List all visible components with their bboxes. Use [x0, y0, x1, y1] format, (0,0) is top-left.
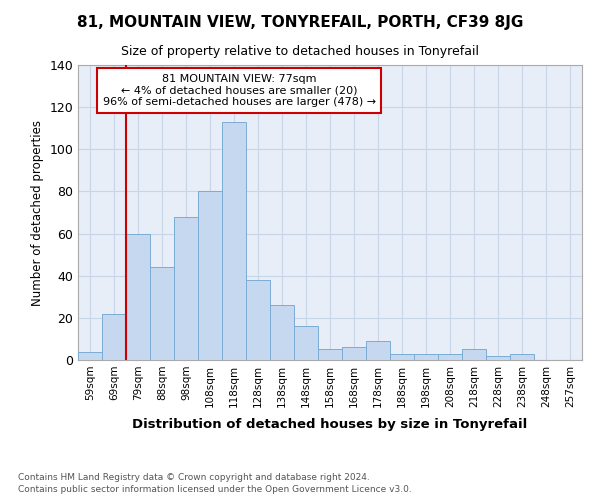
Bar — [390, 354, 414, 360]
Bar — [198, 192, 222, 360]
Bar — [174, 216, 198, 360]
Bar — [246, 280, 270, 360]
Text: Contains public sector information licensed under the Open Government Licence v3: Contains public sector information licen… — [18, 486, 412, 494]
Bar — [222, 122, 246, 360]
Bar — [270, 305, 294, 360]
Y-axis label: Number of detached properties: Number of detached properties — [31, 120, 44, 306]
Bar — [438, 354, 462, 360]
Bar — [342, 348, 366, 360]
Bar — [294, 326, 318, 360]
Bar — [78, 352, 102, 360]
Bar — [318, 350, 342, 360]
Text: 81, MOUNTAIN VIEW, TONYREFAIL, PORTH, CF39 8JG: 81, MOUNTAIN VIEW, TONYREFAIL, PORTH, CF… — [77, 15, 523, 30]
Text: Contains HM Land Registry data © Crown copyright and database right 2024.: Contains HM Land Registry data © Crown c… — [18, 473, 370, 482]
Bar — [366, 341, 390, 360]
Bar — [102, 314, 126, 360]
Text: Size of property relative to detached houses in Tonyrefail: Size of property relative to detached ho… — [121, 45, 479, 58]
Text: 81 MOUNTAIN VIEW: 77sqm
← 4% of detached houses are smaller (20)
96% of semi-det: 81 MOUNTAIN VIEW: 77sqm ← 4% of detached… — [103, 74, 376, 107]
X-axis label: Distribution of detached houses by size in Tonyrefail: Distribution of detached houses by size … — [133, 418, 527, 431]
Bar — [462, 350, 486, 360]
Bar — [414, 354, 438, 360]
Bar — [150, 268, 174, 360]
Bar — [486, 356, 510, 360]
Bar — [126, 234, 150, 360]
Bar — [510, 354, 534, 360]
